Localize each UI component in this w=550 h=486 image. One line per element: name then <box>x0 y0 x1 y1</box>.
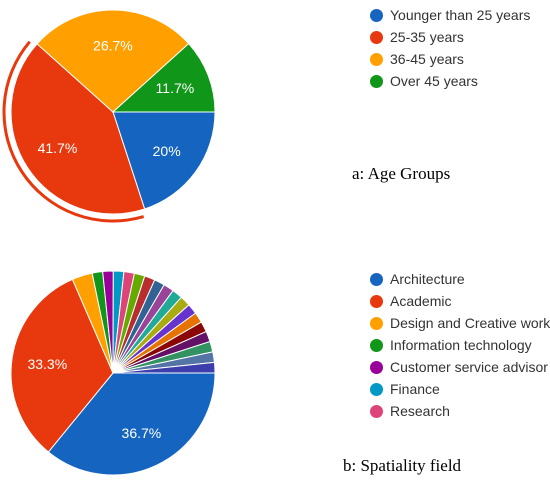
legend-swatch <box>370 360 383 374</box>
legend-swatch <box>370 382 383 396</box>
legend-swatch <box>370 74 383 88</box>
legend-item-information-technology: Information technology <box>370 334 550 356</box>
legend-swatch <box>370 30 383 44</box>
age-groups-panel: 20% 41.7% 26.7% 11.7% Younger than 25 years… <box>2 4 530 223</box>
pie-slice-academic <box>10 278 114 453</box>
legend-item-design-and-creative-work: Design and Creative work <box>370 312 550 334</box>
pie-slice-architecture <box>47 372 216 476</box>
legend-swatch <box>370 8 383 22</box>
legend-item-academic: Academic <box>370 290 550 312</box>
pie-slice-36-45-years <box>36 9 190 113</box>
legend-label: Finance <box>390 381 440 397</box>
pie-slice-25-35-years-highlight-arc <box>2 40 145 223</box>
legend-label: Architecture <box>390 271 465 287</box>
legend-item-36-45-years: 36-45 years <box>370 48 530 70</box>
legend-swatch <box>370 404 383 418</box>
legend-label: Research <box>390 403 450 419</box>
legend-swatch <box>370 338 383 352</box>
pie-slice-academic-label: 33.3% <box>27 356 67 372</box>
legend-item-younger-than-25-years: Younger than 25 years <box>370 4 530 26</box>
pie-slice-36-45-years-label: 26.7% <box>93 38 133 54</box>
spatiality-field-legend: Architecture Academic Design and Creative … <box>370 268 550 422</box>
legend-label: Younger than 25 years <box>390 7 531 23</box>
spatiality-field-panel: 36.7% 33.3% Architecture Academic Design an… <box>0 243 550 486</box>
legend-item-finance: Finance <box>370 378 550 400</box>
legend-label: Design and Creative work <box>390 315 550 331</box>
legend-swatch <box>370 52 383 66</box>
legend-label: Information technology <box>390 337 532 353</box>
legend-label: Customer service advisor <box>390 359 548 375</box>
legend-item-customer-service-advisor: Customer service advisor <box>370 356 550 378</box>
age-groups-caption: a: Age Groups <box>352 164 451 183</box>
legend-swatch <box>370 294 383 308</box>
pie-slice-over-45-years <box>111 42 216 113</box>
spatiality-field-pie-chart: 36.7% 33.3% <box>10 270 216 476</box>
legend-label: Academic <box>390 293 452 309</box>
pie-slice-minor-19 <box>112 361 216 374</box>
legend-label: 36-45 years <box>390 51 464 67</box>
legend-swatch <box>370 272 383 286</box>
legend-label: 25-35 years <box>390 29 464 45</box>
legend-label: Over 45 years <box>390 73 478 89</box>
pie-slice-over-45-years-label: 11.7% <box>156 80 195 96</box>
spatiality-field-caption: b: Spatiality field <box>343 456 462 475</box>
legend-swatch <box>370 316 383 330</box>
pie-slice-25-35-years <box>10 43 146 215</box>
legend-item-research: Research <box>370 400 550 422</box>
pie-slice-younger-than-25-years <box>112 111 216 210</box>
pie-slice-25-35-years-label: 41.7% <box>38 140 78 156</box>
age-groups-legend: Younger than 25 years 25-35 years 36-45 ye… <box>370 4 530 92</box>
age-groups-pie-chart: 20% 41.7% 26.7% 11.7% <box>2 9 216 223</box>
pie-slice-younger-than-25-years-label: 20% <box>153 143 181 159</box>
legend-item-architecture: Architecture <box>370 268 550 290</box>
legend-item-25-35-years: 25-35 years <box>370 26 530 48</box>
legend-item-over-45-years: Over 45 years <box>370 70 530 92</box>
pie-slice-architecture-label: 36.7% <box>122 425 162 441</box>
